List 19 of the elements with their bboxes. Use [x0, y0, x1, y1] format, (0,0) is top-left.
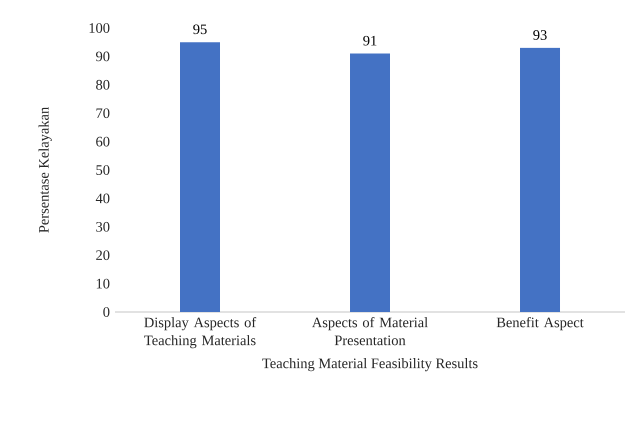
y-tick-label: 0	[103, 307, 110, 317]
y-tick-label: 20	[96, 250, 110, 260]
y-tick-label: 10	[96, 278, 110, 288]
y-tick-label: 80	[96, 80, 110, 90]
y-tick-label: 60	[96, 136, 110, 146]
y-tick-label: 90	[96, 52, 110, 62]
x-tick-label: Benefit Aspect	[496, 317, 584, 330]
y-tick-label: 70	[96, 108, 110, 118]
y-tick-label: 50	[96, 165, 110, 175]
data-label: 93	[533, 30, 547, 40]
x-tick-label: Aspects of Material Presentation	[312, 317, 428, 346]
y-tick-label: 40	[96, 194, 110, 204]
x-axis-title: Teaching Material Feasibility Results	[262, 358, 478, 372]
y-tick-label: 30	[96, 222, 110, 232]
y-axis-title: Persentase Kelayakan	[38, 107, 52, 233]
data-label: 91	[363, 36, 376, 46]
x-tick-label: Display Aspects of Teaching Materials	[144, 317, 256, 348]
data-label: 95	[193, 24, 207, 34]
y-tick-label: 100	[90, 23, 110, 33]
